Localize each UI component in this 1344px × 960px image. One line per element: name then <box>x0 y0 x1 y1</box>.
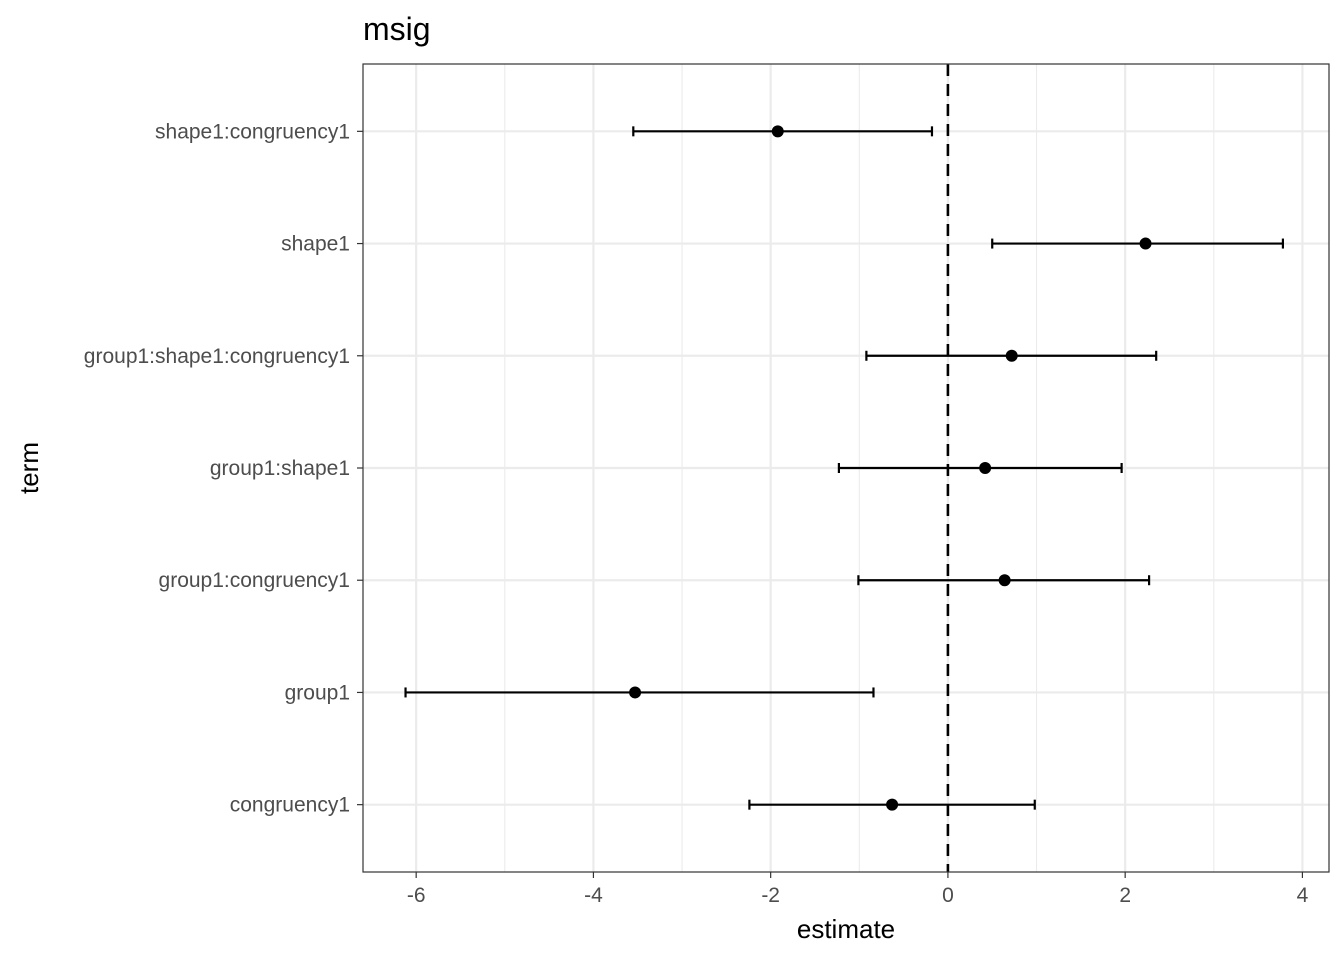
estimate-point <box>1005 349 1018 362</box>
y-tick-label: group1:shape1:congruency1 <box>84 345 350 368</box>
estimate-point <box>979 462 992 474</box>
estimate-point <box>886 798 899 811</box>
x-axis-title: estimate <box>797 914 895 944</box>
y-axis-title: term <box>14 442 44 494</box>
estimate-marks <box>404 125 1285 811</box>
y-tick-label: shape1:congruency1 <box>155 120 350 143</box>
x-tick-label: -6 <box>407 884 426 907</box>
chart-title: msig <box>363 11 431 47</box>
y-tick-label: group1:shape1 <box>210 457 350 480</box>
x-tick-label: 4 <box>1297 884 1309 907</box>
x-tick-label: -4 <box>584 884 603 907</box>
y-tick-label: group1:congruency1 <box>159 569 350 592</box>
estimate-point <box>998 574 1011 587</box>
x-tick-label: -2 <box>761 884 780 907</box>
x-tick-label: 0 <box>942 884 954 907</box>
y-tick-label: congruency1 <box>230 794 350 817</box>
estimate-point <box>771 125 784 138</box>
y-tick-label: group1 <box>285 681 350 704</box>
x-axis: -6 -4 -2 0 2 4 <box>407 872 1309 907</box>
estimate-point <box>629 686 642 699</box>
estimate-point <box>1139 237 1152 250</box>
x-tick-label: 2 <box>1119 884 1131 907</box>
y-tick-label: shape1 <box>281 233 350 256</box>
y-axis: shape1:congruency1 shape1 group1:shape1:co… <box>84 120 363 817</box>
